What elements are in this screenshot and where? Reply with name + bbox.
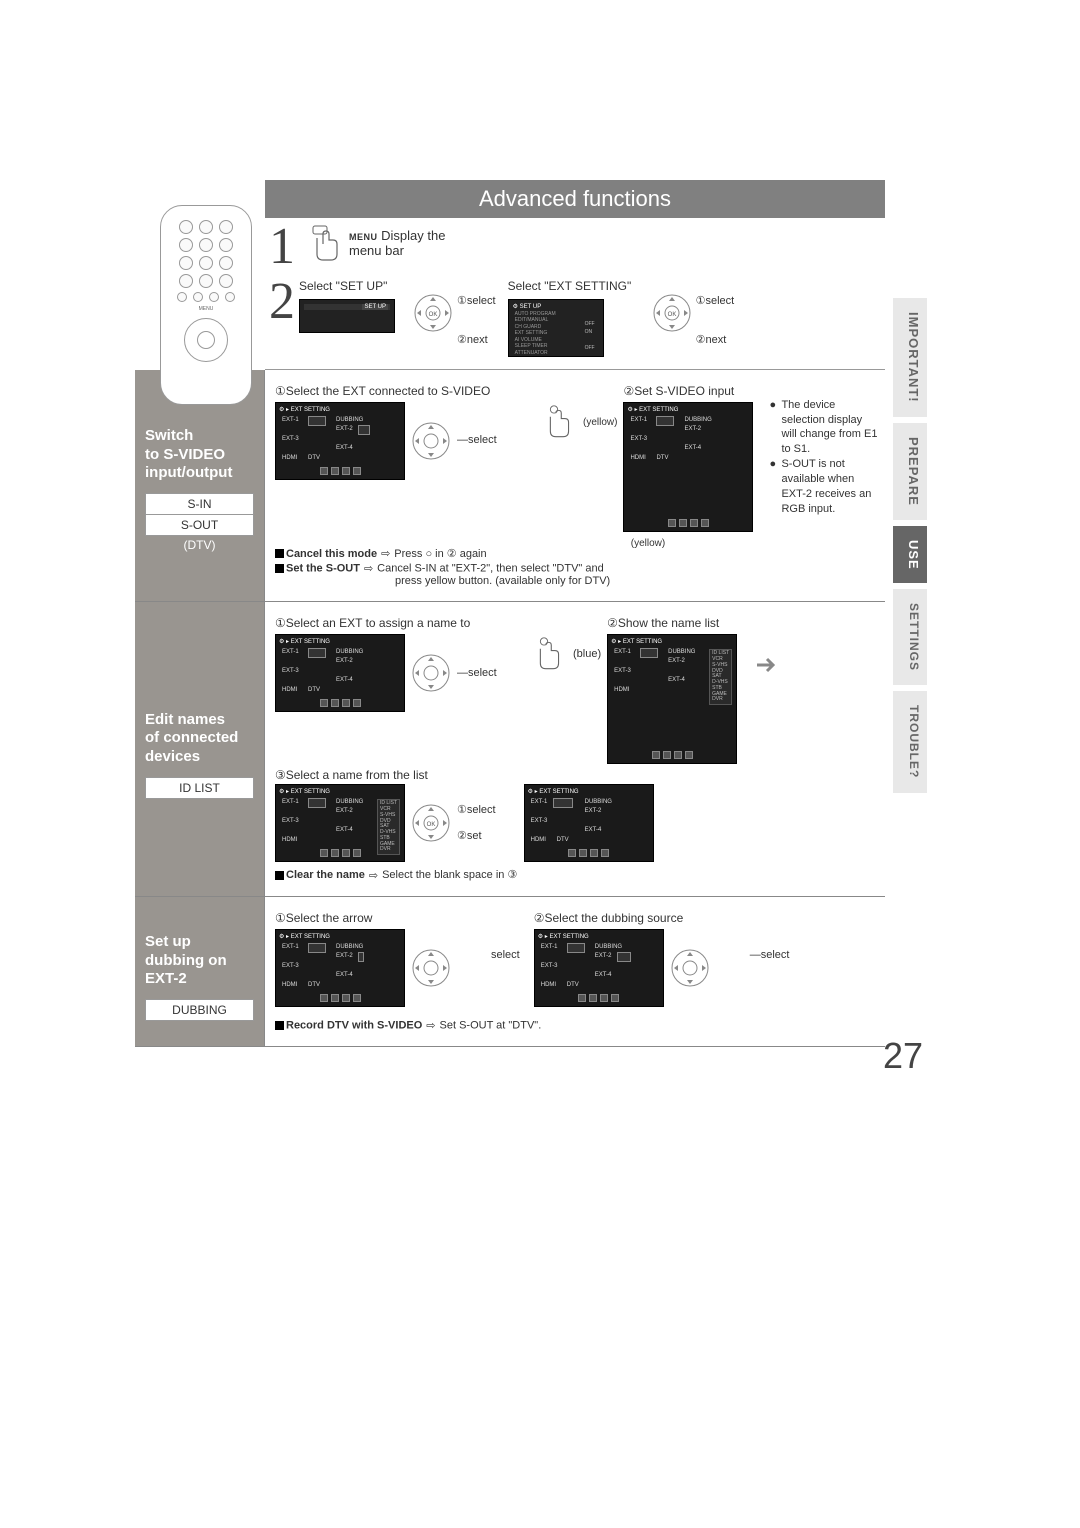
- osd-setup-menu: ⚙ SET UP AUTO PROGRAM EDIT/MANUAL CH GUA…: [508, 299, 604, 357]
- tab-important[interactable]: IMPORTANT!: [893, 298, 927, 417]
- manual-page: Advanced functions MENU 1 MENU Display t…: [135, 180, 945, 1047]
- hand-press-icon: [531, 404, 577, 444]
- page-header: Advanced functions: [265, 180, 885, 218]
- annot-next: ②next: [457, 334, 496, 347]
- svg-text:OK: OK: [667, 312, 676, 318]
- pill-sin: S-IN: [145, 493, 254, 515]
- pill-idlist: ID LIST: [145, 777, 254, 799]
- step-1-text: MENU Display the menu bar: [349, 228, 445, 258]
- steps-area: 1 MENU Display the menu bar 2 Select "SE…: [265, 218, 885, 370]
- pill-dtv: (DTV): [145, 535, 254, 555]
- step2-right-caption: Select "EXT SETTING": [508, 279, 648, 293]
- tab-settings[interactable]: SETTINGS: [893, 589, 927, 685]
- dpad-icon: [411, 421, 451, 461]
- svg-text:OK: OK: [427, 822, 436, 828]
- tab-trouble[interactable]: TROUBLE?: [893, 691, 927, 792]
- dpad-icon: OK: [652, 293, 692, 333]
- dpad-icon: OK: [411, 803, 451, 843]
- osd-ext-setting-2: ⚙ ▸ EXT SETTING EXT-1 DUBBING EXT-2 EXT-…: [623, 402, 753, 532]
- side-tabs: IMPORTANT! PREPARE USE SETTINGS TROUBLE?: [893, 298, 927, 799]
- osd-ext-setting: ⚙ ▸ EXT SETTING EXT-1 DUBBING EXT-2 EXT-…: [275, 634, 405, 712]
- osd-ext-setting: ⚙ ▸ EXT SETTING EXT-1 DUBBING EXT-2 EXT-…: [275, 402, 405, 480]
- section-svideo: Switch to S-VIDEO input/output S-IN S-OU…: [135, 370, 885, 603]
- step-2-number: 2: [269, 279, 295, 326]
- page-number: 27: [883, 1035, 923, 1077]
- section-dubbing: Set up dubbing on EXT-2 DUBBING ①Select …: [135, 897, 885, 1047]
- tab-prepare[interactable]: PREPARE: [893, 423, 927, 520]
- hand-press-icon: [299, 224, 343, 268]
- dpad-icon: [411, 948, 451, 988]
- dpad-icon: [670, 948, 710, 988]
- pill-dubbing: DUBBING: [145, 999, 254, 1021]
- osd-ext-idlist-select: ⚙ ▸ EXT SETTING EXT-1 DUBBING EXT-2 EXT-…: [275, 784, 405, 862]
- step2-left-caption: Select "SET UP": [299, 279, 409, 293]
- section-edit-names: Edit names of connected devices ID LIST …: [135, 602, 885, 897]
- step-1-number: 1: [269, 224, 295, 271]
- pill-sout: S-OUT: [145, 514, 254, 536]
- osd-ext-idlist: ⚙ ▸ EXT SETTING EXT-1 DUBBING EXT-2 EXT-…: [607, 634, 737, 764]
- dpad-icon: OK: [413, 293, 453, 333]
- dpad-icon: [411, 653, 451, 693]
- hand-press-icon: [521, 636, 567, 676]
- osd-ext-dubbing-src: ⚙ ▸ EXT SETTING EXT-1 DUBBING EXT-2 EXT-…: [534, 929, 664, 1007]
- tab-use[interactable]: USE: [893, 526, 927, 584]
- svg-text:OK: OK: [429, 312, 438, 318]
- arrow-right-icon: [753, 656, 781, 674]
- osd-ext-result: ⚙ ▸ EXT SETTING EXT-1 DVD DUBBING EXT-2 …: [524, 784, 654, 862]
- osd-ext-setting: ⚙ ▸ EXT SETTING EXT-1 DUBBING EXT-2 EXT-…: [275, 929, 405, 1007]
- annot-select: ①select: [457, 295, 496, 308]
- remote-diagram: MENU: [160, 205, 252, 405]
- osd-menubar: SET UP: [299, 299, 395, 333]
